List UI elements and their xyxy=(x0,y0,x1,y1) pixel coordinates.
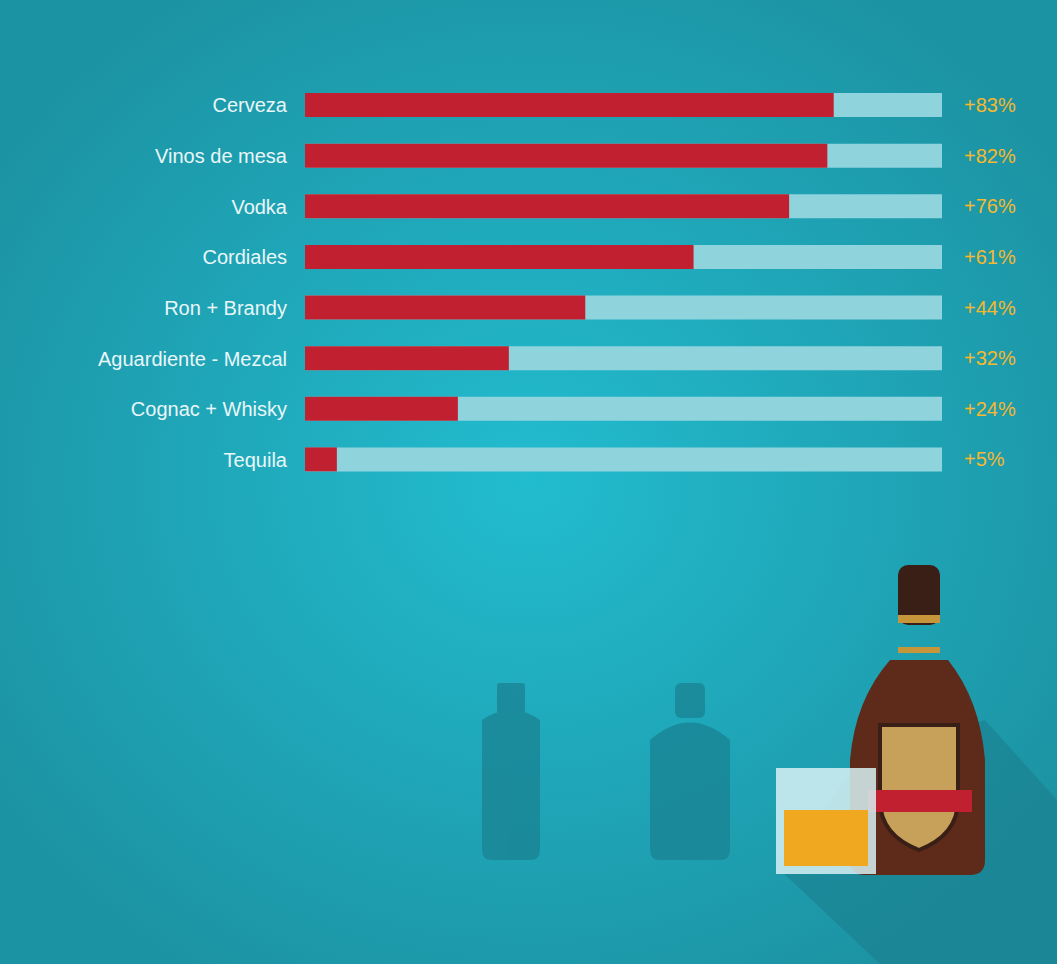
svg-text:+83%: +83% xyxy=(964,94,1016,116)
svg-text:Aguardiente - Mezcal: Aguardiente - Mezcal xyxy=(98,348,287,370)
svg-text:+44%: +44% xyxy=(964,297,1016,319)
svg-text:+32%: +32% xyxy=(964,347,1016,369)
svg-text:+82%: +82% xyxy=(964,145,1016,167)
svg-text:Cognac + Whisky: Cognac + Whisky xyxy=(131,398,287,420)
svg-text:+61%: +61% xyxy=(964,246,1016,268)
svg-text:Cordiales: Cordiales xyxy=(203,246,287,268)
svg-text:Ron + Brandy: Ron + Brandy xyxy=(164,297,287,319)
svg-text:+5%: +5% xyxy=(964,448,1005,470)
svg-text:Cerveza: Cerveza xyxy=(213,94,288,116)
svg-text:Vinos de mesa: Vinos de mesa xyxy=(155,145,288,167)
svg-text:Tequila: Tequila xyxy=(224,449,288,471)
svg-text:Vodka: Vodka xyxy=(231,196,287,218)
svg-text:+24%: +24% xyxy=(964,398,1016,420)
svg-text:+76%: +76% xyxy=(964,195,1016,217)
